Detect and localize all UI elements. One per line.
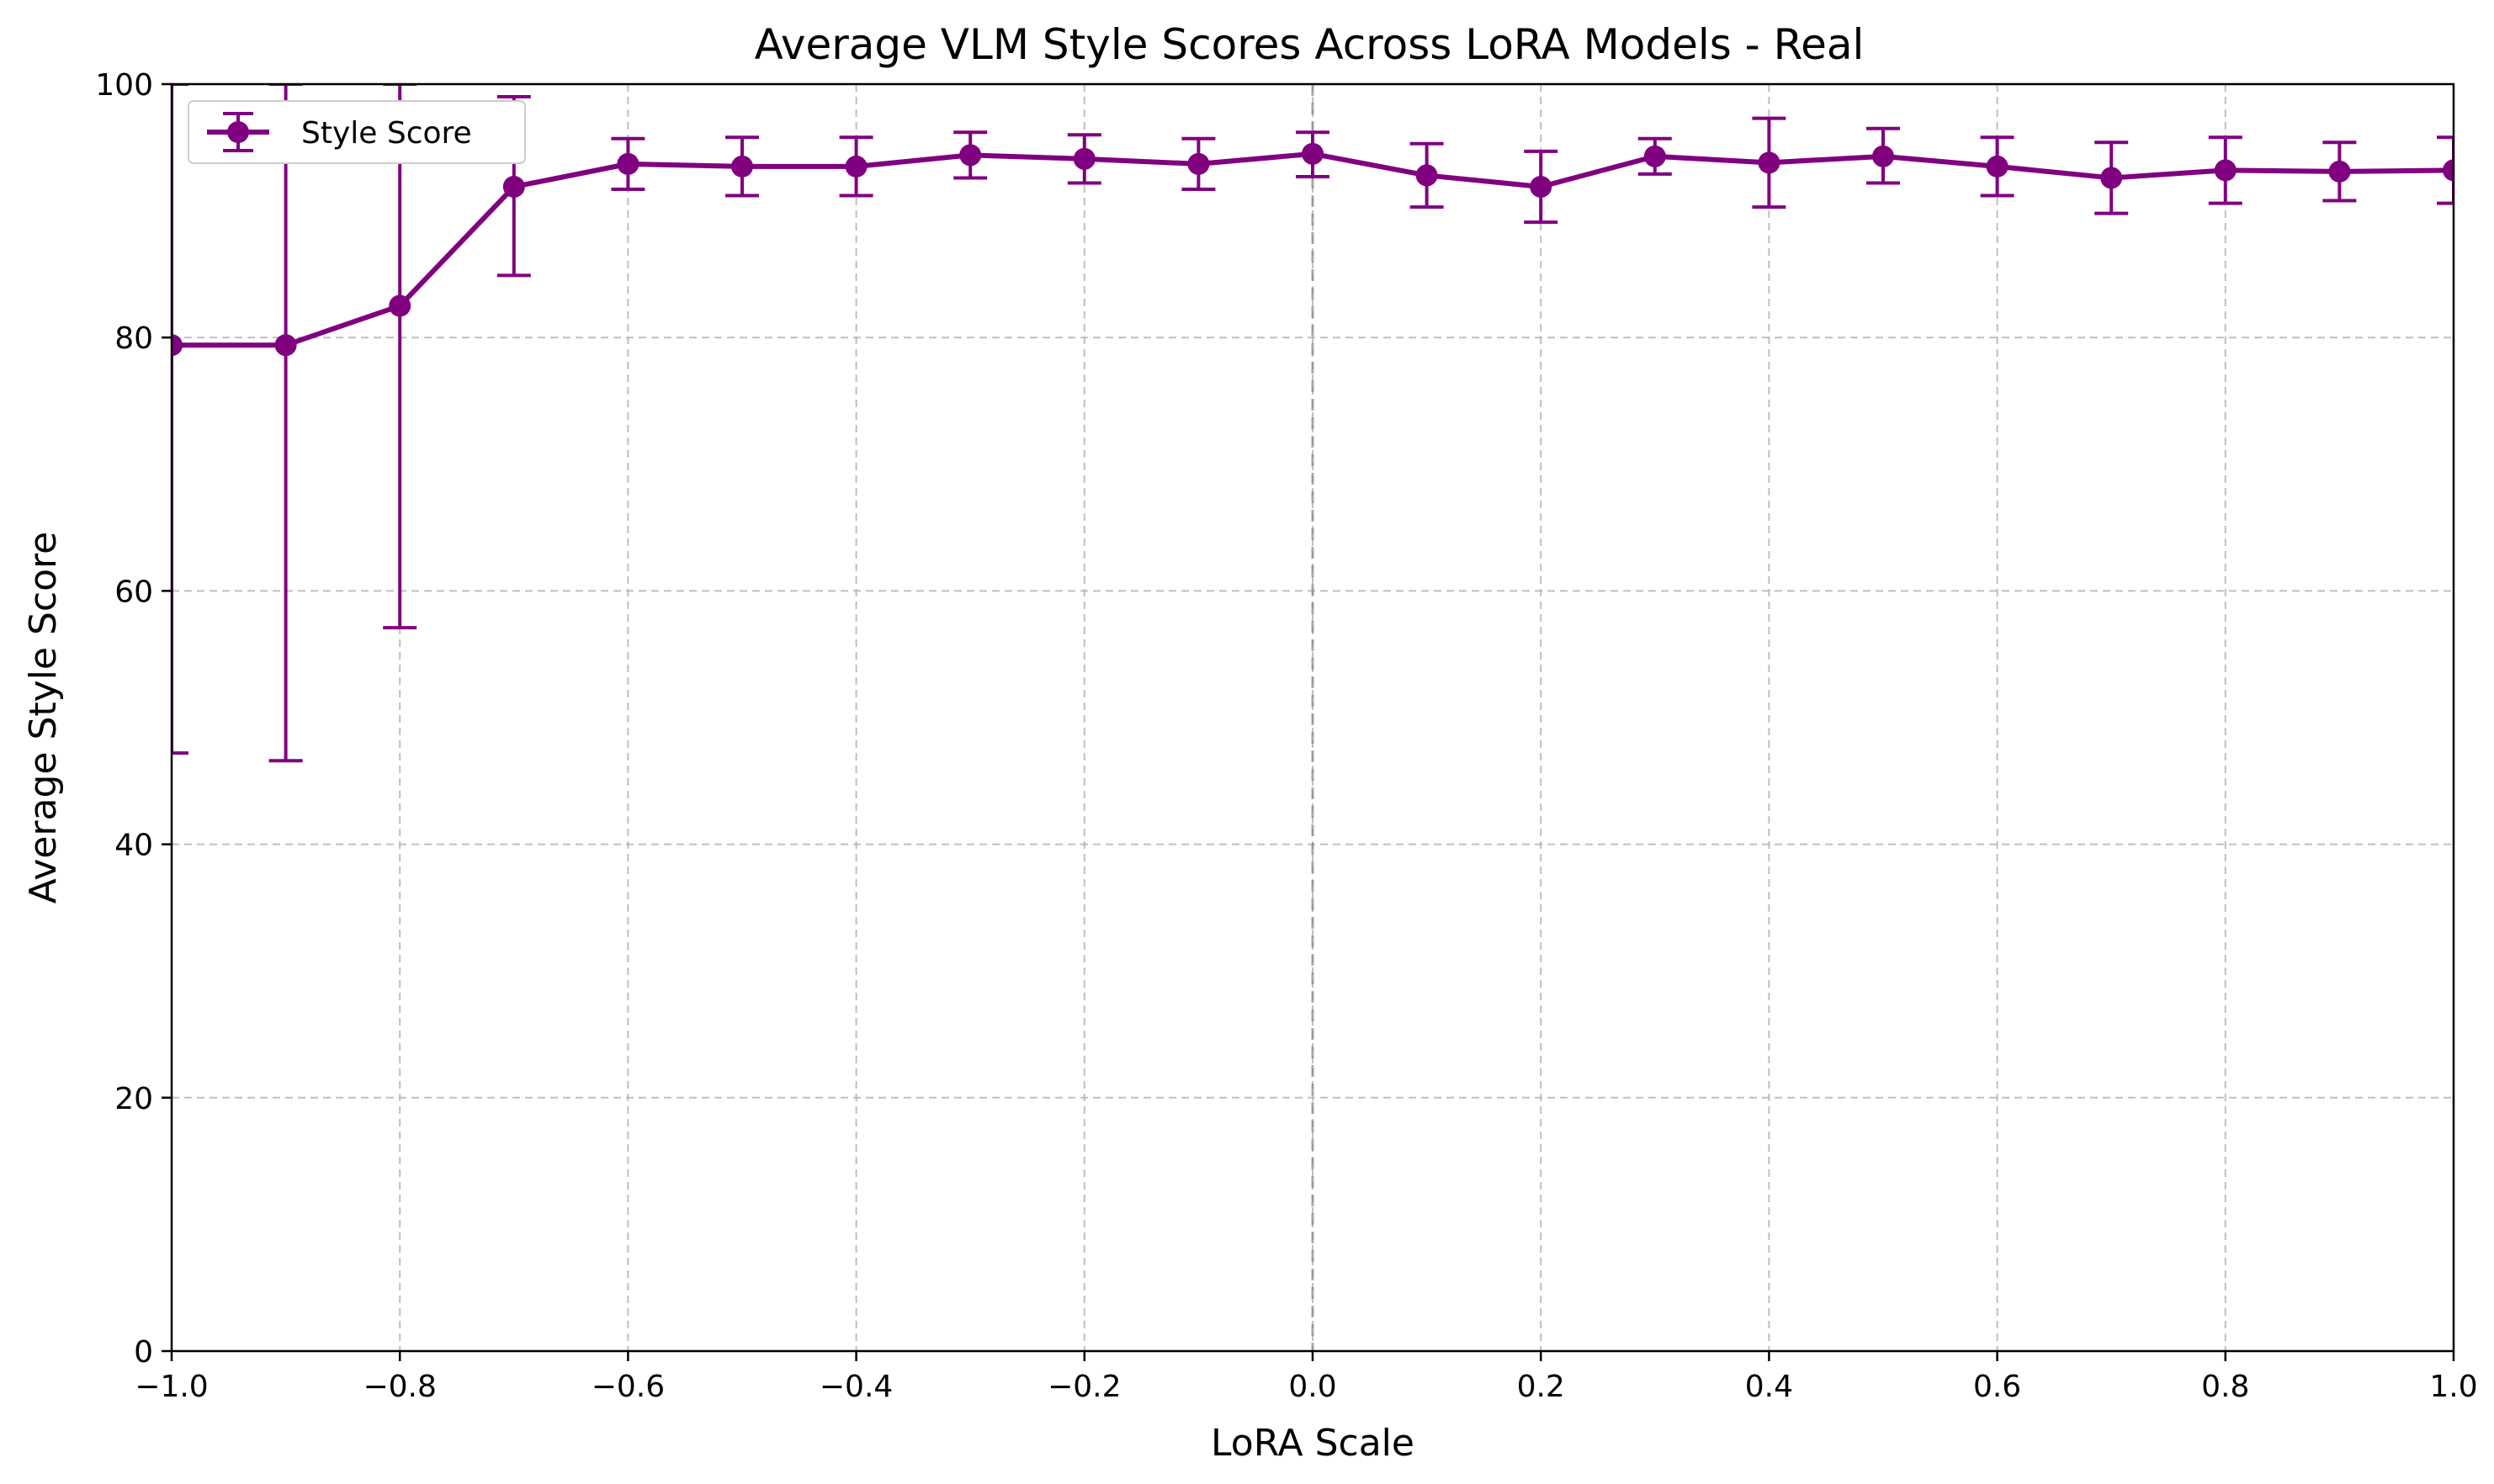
x-tick-label: 0.8 — [2201, 1370, 2249, 1404]
data-point — [1530, 175, 1552, 198]
data-point — [2100, 167, 2123, 189]
data-point — [172, 334, 183, 357]
data-point — [274, 334, 297, 357]
legend: Style Score — [188, 100, 526, 164]
x-tick-label: 1.0 — [2429, 1370, 2477, 1404]
y-tick-label: 0 — [134, 1335, 153, 1370]
data-point — [1302, 142, 1324, 165]
data-point — [1415, 164, 1438, 187]
legend-box — [188, 100, 526, 164]
y-axis-ticks: 0 20 40 60 80 100 — [95, 68, 172, 1370]
legend-marker — [207, 112, 269, 152]
data-point — [1872, 145, 1894, 167]
data-point — [1758, 151, 1780, 174]
data-point — [731, 155, 753, 178]
y-tick-label: 60 — [114, 575, 153, 609]
data-point — [2328, 160, 2351, 183]
x-tick-label: −0.4 — [820, 1370, 893, 1404]
x-tick-label: −0.8 — [363, 1370, 436, 1404]
x-axis-label: LoRA Scale — [1211, 1422, 1414, 1465]
data-point — [959, 144, 982, 167]
data-point — [502, 175, 525, 198]
chart-title: Average VLM Style Scores Across LoRA Mod… — [755, 20, 1865, 69]
x-tick-label: −0.2 — [1048, 1370, 1121, 1404]
data-point — [1986, 155, 2008, 178]
x-tick-label: −0.6 — [592, 1370, 665, 1404]
y-tick-label: 20 — [114, 1082, 153, 1116]
x-tick-label: −1.0 — [135, 1370, 208, 1404]
y-tick-label: 100 — [95, 68, 153, 103]
x-tick-label: 0.6 — [1973, 1370, 2021, 1404]
data-point — [2443, 159, 2454, 182]
data-point — [2214, 159, 2237, 182]
x-tick-label: 0.0 — [1288, 1370, 1336, 1404]
legend-dot — [227, 121, 249, 143]
x-tick-label: 0.4 — [1745, 1370, 1793, 1404]
data-point — [1187, 152, 1210, 175]
y-tick-label: 80 — [114, 321, 153, 356]
legend-label: Style Score — [301, 116, 472, 151]
data-point — [617, 152, 639, 175]
data-point — [845, 155, 868, 178]
x-axis-ticks: −1.0 −0.8 −0.6 −0.4 −0.2 0.0 0.2 0.4 0.6 0.8 1.0 — [135, 1351, 2478, 1404]
data-point — [1643, 145, 1666, 167]
y-axis-label: Average Style Score — [22, 532, 65, 904]
y-tick-label: 40 — [114, 829, 153, 863]
data-point — [1073, 147, 1096, 170]
x-tick-label: 0.2 — [1517, 1370, 1565, 1404]
data-point — [389, 294, 411, 317]
